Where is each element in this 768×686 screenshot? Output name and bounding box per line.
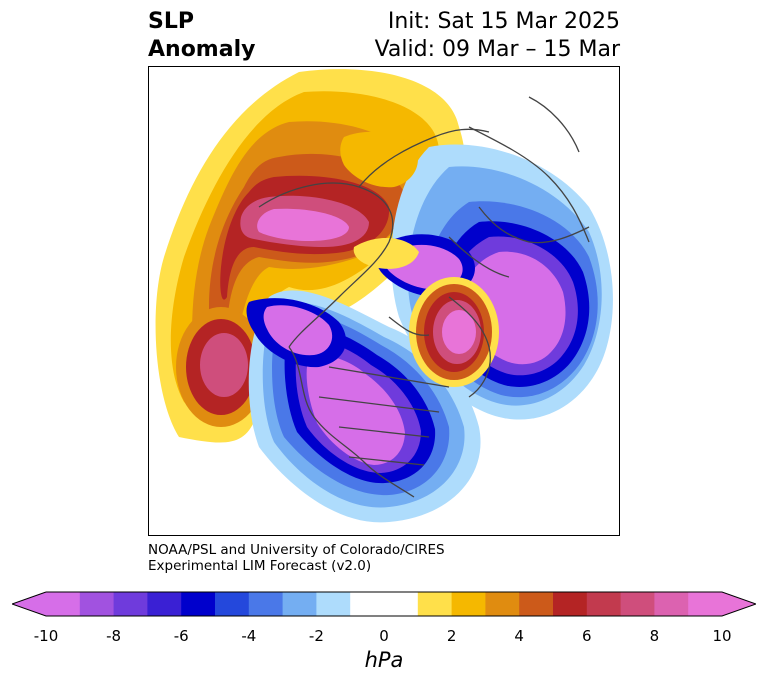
colorbar-segment <box>113 592 148 616</box>
title-right: Init: Sat 15 Mar 2025 Valid: 09 Mar – 15… <box>375 8 620 64</box>
colorbar-segment <box>688 592 723 616</box>
colorbar-right-extend <box>722 592 756 616</box>
colorbar-segment <box>79 592 115 616</box>
colorbar-unit: hPa <box>364 648 404 672</box>
credit-line-2: Experimental LIM Forecast (v2.0) <box>148 558 372 574</box>
colorbar-outline <box>12 591 756 617</box>
colorbar-segment <box>215 592 250 616</box>
map-panel <box>148 66 620 536</box>
colorbar-tick-label: 8 <box>649 627 660 645</box>
colorbar-segment <box>485 592 520 616</box>
colorbar-tick-label: -2 <box>308 627 324 645</box>
init-date: Init: Sat 15 Mar 2025 <box>387 9 620 34</box>
colorbar <box>12 591 756 617</box>
colorbar-segment <box>248 592 284 616</box>
colorbar-segment <box>451 592 486 616</box>
colorbar-tick-label: 0 <box>379 627 389 645</box>
pole-marker <box>380 296 390 306</box>
colorbar-tick-label: 4 <box>514 627 524 645</box>
positive-anomaly-central <box>340 131 499 387</box>
colorbar-tick-label: -8 <box>106 627 122 645</box>
colorbar-tick-label: 2 <box>446 627 457 645</box>
colorbar-tick-label: 10 <box>712 627 732 645</box>
colorbar-segment <box>350 592 385 616</box>
colorbar-segment <box>316 592 351 616</box>
slp-anomaly-map <box>149 67 619 535</box>
colorbar-segment <box>654 592 689 616</box>
colorbar-tick-label: 6 <box>582 627 592 645</box>
credit-line-1: NOAA/PSL and University of Colorado/CIRE… <box>148 542 445 558</box>
colorbar-segment <box>282 592 317 616</box>
colorbar-tick-label: -10 <box>33 627 59 645</box>
coastlines <box>258 96 590 498</box>
title-anomaly: Anomaly <box>148 37 256 62</box>
colorbar-segment <box>46 592 81 616</box>
colorbar-segment <box>181 592 216 616</box>
colorbar-segment <box>620 592 655 616</box>
colorbar-left-extend <box>12 592 46 616</box>
colorbar-segment <box>519 592 554 616</box>
title-left: SLP Anomaly <box>148 8 255 64</box>
colorbar-segment <box>147 592 182 616</box>
colorbar-tick-label: -4 <box>241 627 257 645</box>
valid-range: Valid: 09 Mar – 15 Mar <box>374 37 620 62</box>
colorbar-tick-label: -6 <box>173 627 189 645</box>
colorbar-segment <box>384 592 419 616</box>
colorbar-segment <box>417 592 453 616</box>
colorbar-segment <box>553 592 588 616</box>
colorbar-ticks: -10 -8 -6 -4 -2 0 2 4 6 8 10 <box>0 627 768 647</box>
title-variable: SLP <box>148 9 194 34</box>
colorbar-segment <box>586 592 622 616</box>
credit: NOAA/PSL and University of Colorado/CIRE… <box>148 542 445 574</box>
